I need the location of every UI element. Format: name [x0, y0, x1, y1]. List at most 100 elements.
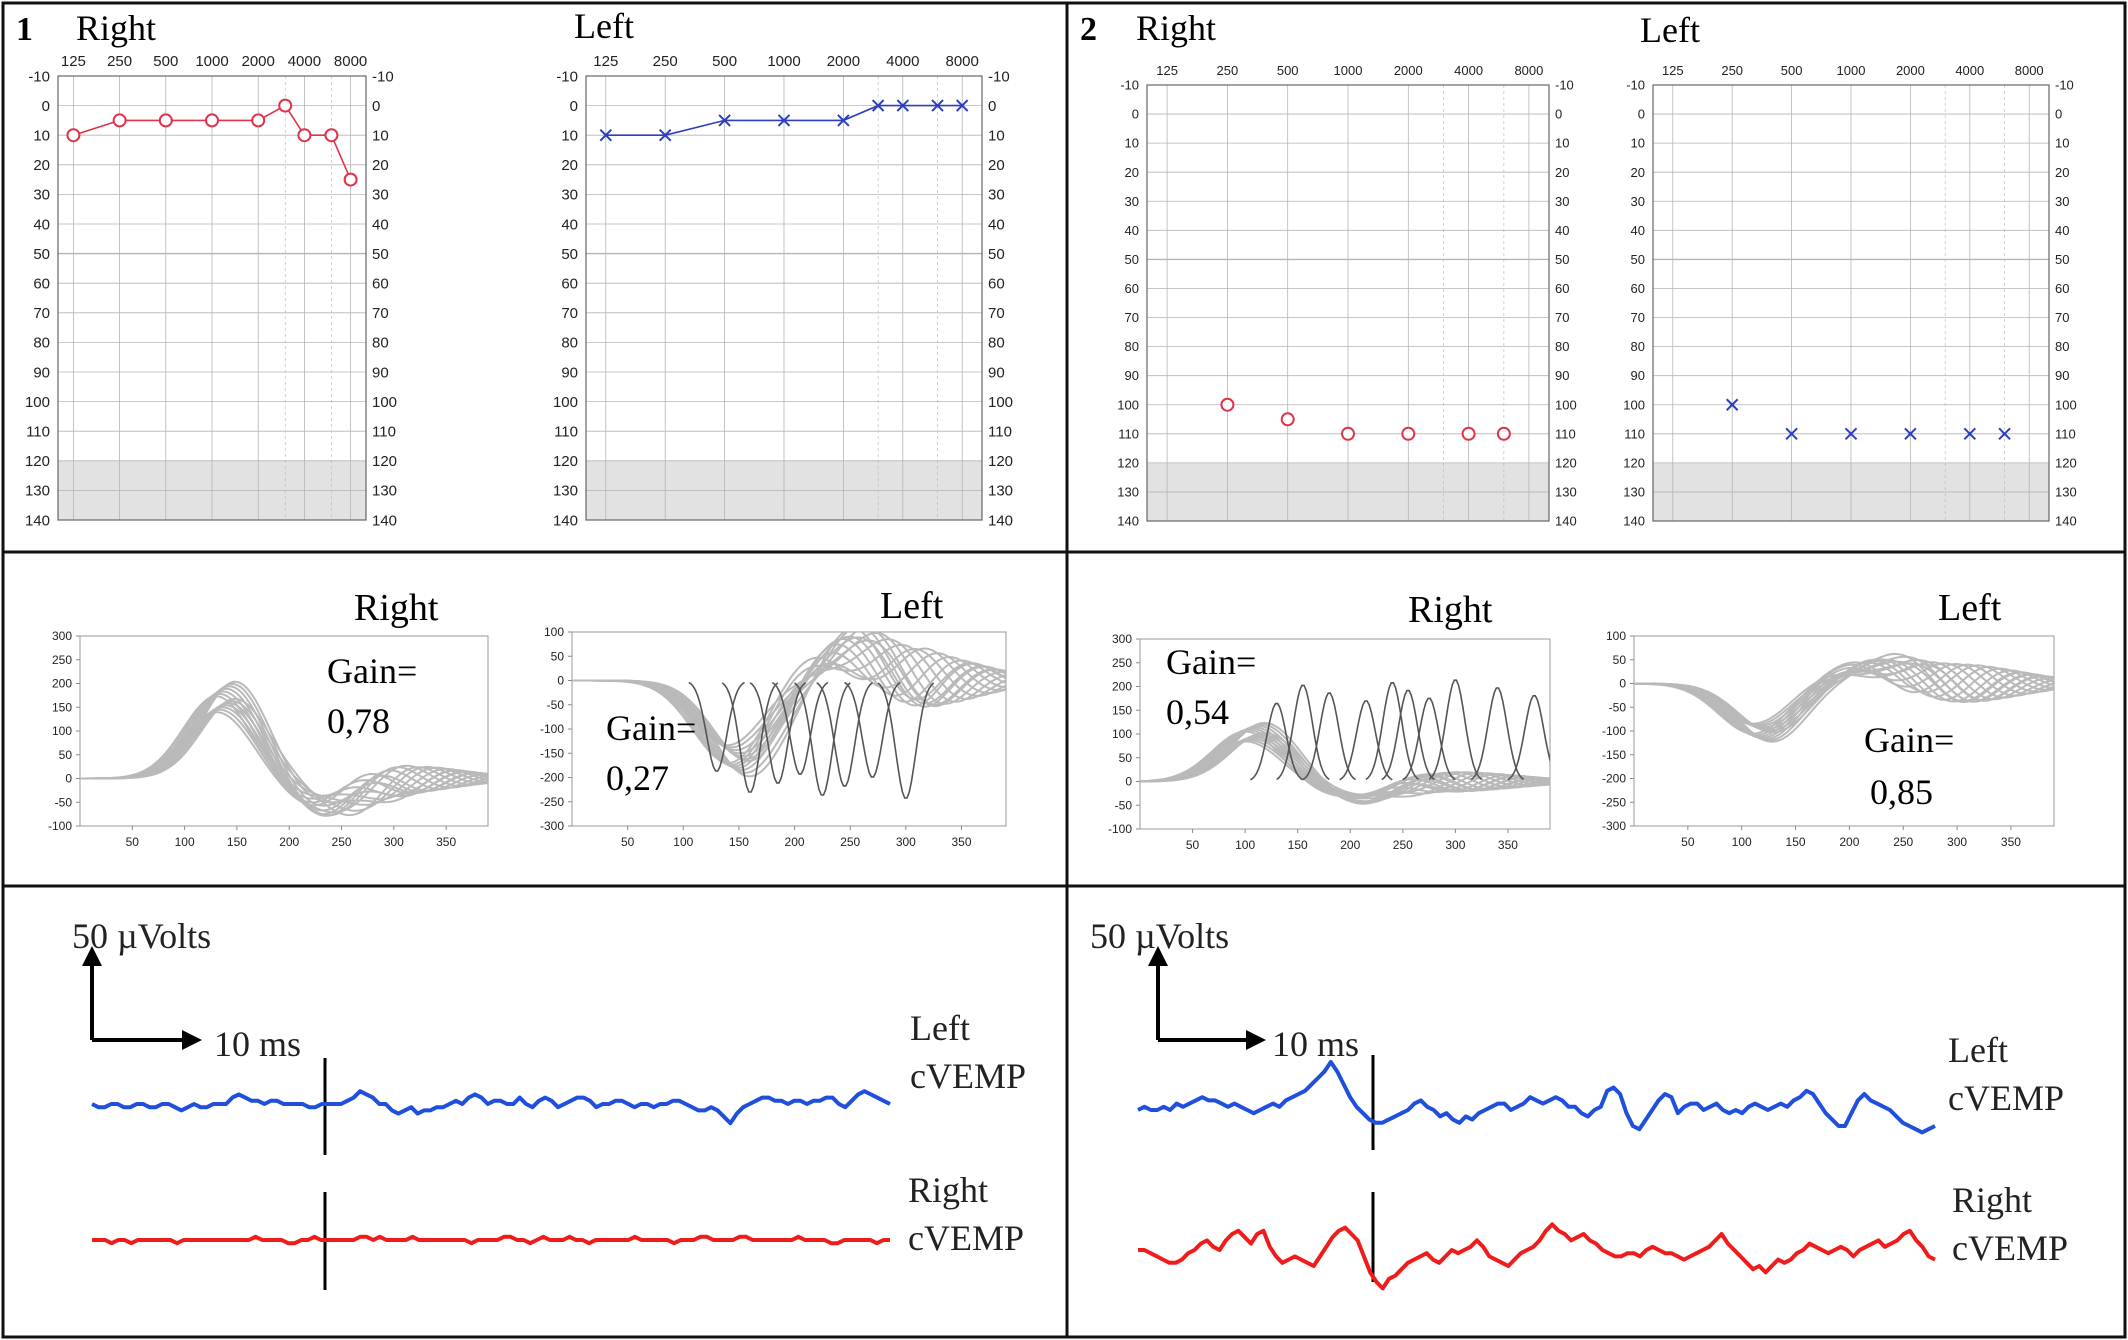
tick-label-right: -10 [1555, 78, 1574, 93]
tick-label-right: 10 [1555, 136, 1569, 151]
tick-label-top: 8000 [1514, 63, 1543, 78]
tick-label-right: -10 [372, 68, 394, 85]
tick-label-left: -10 [556, 68, 578, 85]
tick-label-right: 70 [988, 305, 1005, 322]
tick-label-left: 120 [553, 453, 578, 470]
threshold-marker-o [278, 98, 293, 113]
plot-frame [1139, 638, 1551, 830]
threshold-marker-x [871, 99, 885, 112]
cvemp-label-left: Left [1948, 1030, 2008, 1070]
tick-label-right: 30 [1555, 194, 1569, 209]
head-impulse-trace [1634, 658, 2054, 741]
tick-label-right: 110 [1555, 426, 1576, 441]
tick-label-top: 4000 [886, 53, 919, 70]
tick-label-y: 100 [1606, 629, 1626, 643]
tick-label-right: 50 [1555, 252, 1569, 267]
head-impulse-trace [80, 695, 488, 814]
tick-label-left: 0 [570, 98, 578, 115]
plot-frame [57, 75, 367, 521]
tick-label-top: 125 [1156, 63, 1178, 78]
tick-label-left: 30 [1125, 194, 1139, 209]
cvemp-trace-right [92, 1234, 890, 1246]
cvemp-trace-right [1138, 1222, 1936, 1291]
tick-label-top: 1000 [1334, 63, 1363, 78]
tick-label-right: 0 [1555, 107, 1562, 122]
vhit-right-gain-label: Gain= [327, 651, 417, 691]
saccade-trace [877, 682, 935, 799]
head-impulse-trace [1634, 661, 2054, 739]
tick-label-left: 140 [1623, 514, 1645, 529]
tick-label-y: -100 [1108, 822, 1132, 836]
trace-group [1634, 652, 2054, 743]
cvemp-label-right: Right [908, 1170, 988, 1210]
tick-label-right: 80 [372, 335, 389, 352]
cvemp-label-left-type: cVEMP [1948, 1078, 2064, 1118]
tick-label-y: -50 [55, 795, 73, 809]
head-impulse-trace [80, 690, 488, 817]
tick-label-left: 20 [1125, 165, 1139, 180]
tick-label-right: 120 [372, 453, 397, 470]
tick-label-x: 150 [1288, 838, 1308, 852]
vhit-left-gain-value: 0,85 [1870, 772, 1933, 812]
tick-label-left: 40 [561, 216, 578, 233]
tick-label-left: -10 [1120, 78, 1139, 93]
tick-label-right: 100 [988, 394, 1013, 411]
amplitude-scale-label: 50 µVolts [72, 916, 211, 956]
threshold-marker-o [1401, 426, 1416, 441]
cvemp-trace-left [1137, 1060, 1936, 1135]
tick-label-y: 150 [52, 700, 72, 714]
tick-label-right: 140 [1555, 514, 1577, 529]
saccade-trace [1381, 689, 1435, 781]
vhit-left-title: Left [1938, 587, 2002, 629]
threshold-marker-o [1220, 397, 1235, 412]
tick-label-right: -10 [988, 68, 1010, 85]
head-impulse-trace [80, 687, 488, 816]
tick-label-left: 110 [1624, 426, 1645, 441]
tick-label-right: 140 [2055, 514, 2077, 529]
tick-label-left: 50 [1631, 252, 1645, 267]
cvemp-label-right: Right [1952, 1180, 2032, 1220]
tick-label-right: 40 [372, 216, 389, 233]
tick-label-left: 60 [1631, 281, 1645, 296]
tick-label-left: 60 [1125, 281, 1139, 296]
tick-label-x: 300 [896, 835, 916, 849]
tick-label-left: 10 [33, 127, 50, 144]
tick-label-x: 100 [175, 835, 195, 849]
tick-label-right: 90 [2055, 368, 2069, 383]
vhit-right-gain-value: 0,78 [327, 701, 390, 741]
head-impulse-trace [1634, 661, 2054, 735]
audiogram-right-title: Right [76, 8, 156, 48]
saccade-trace [1339, 700, 1393, 781]
threshold-marker-x [777, 114, 791, 127]
tick-label-right: 0 [2055, 107, 2062, 122]
tick-label-left: 100 [553, 394, 578, 411]
tick-label-y: 150 [1112, 703, 1132, 717]
saccade-trace [1402, 697, 1456, 781]
tick-label-right: 130 [988, 483, 1013, 500]
tick-label-right: 110 [988, 423, 1012, 440]
vhit-left-gain-label: Gain= [1864, 720, 1954, 760]
tick-label-top: 1000 [1837, 63, 1866, 78]
tick-label-right: 70 [372, 305, 389, 322]
saccade-trace [816, 682, 874, 787]
tick-label-y: -50 [1115, 798, 1133, 812]
tick-label-left: 60 [33, 275, 50, 292]
tick-label-top: 500 [153, 53, 178, 70]
tick-label-x: 300 [384, 835, 404, 849]
saccade-trace [1428, 679, 1483, 780]
tick-label-left: 140 [25, 512, 50, 529]
tick-label-right: 10 [372, 127, 389, 144]
tick-label-y: -200 [1602, 772, 1626, 786]
audiogram-right-title: Right [1136, 8, 1216, 48]
tick-label-left: 50 [33, 246, 50, 263]
audiogram-left-title: Left [1640, 10, 1700, 50]
tick-label-left: 0 [42, 98, 50, 115]
plot-frame [1652, 84, 2050, 522]
threshold-marker-x [837, 114, 850, 127]
tick-label-x: 350 [436, 835, 456, 849]
head-impulse-trace [1140, 723, 1550, 805]
tick-label-left: 80 [33, 335, 50, 352]
threshold-marker-o [112, 113, 127, 128]
tick-label-y: 200 [1112, 680, 1132, 694]
